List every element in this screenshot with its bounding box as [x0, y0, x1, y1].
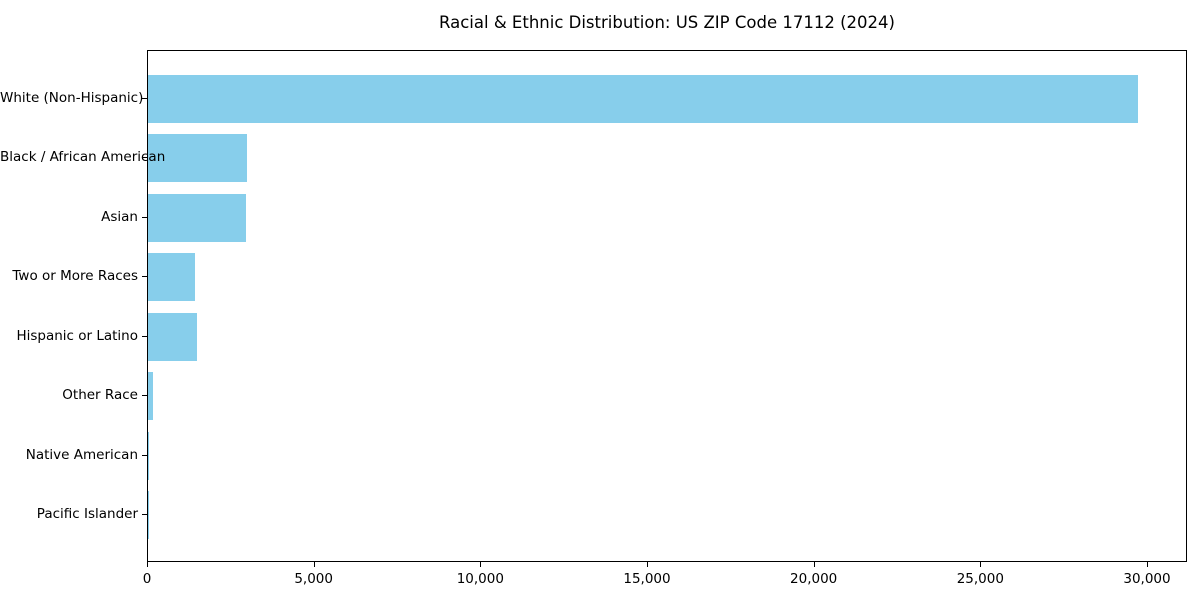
y-tick-mark: [142, 395, 147, 397]
bar-asian: [148, 193, 246, 242]
x-tick-label-5000: 5,000: [294, 571, 333, 587]
bar-hispanic-or-latino: [148, 312, 197, 361]
x-tick-mark: [647, 562, 648, 567]
plot-area: [147, 50, 1187, 562]
chart-title: Racial & Ethnic Distribution: US ZIP Cod…: [439, 13, 895, 32]
bar-white-non-hispanic: [148, 74, 1138, 123]
bar-other-race: [148, 372, 153, 421]
y-tick-label-hispanic-or-latino: Hispanic or Latino: [16, 327, 138, 344]
bar-black-african-american: [148, 134, 247, 183]
y-tick-label-white-non-hispanic: White (Non-Hispanic): [0, 89, 144, 106]
bar-two-or-more-races: [148, 253, 195, 302]
x-tick-label-15000: 15,000: [623, 571, 671, 587]
y-tick-label-pacific-islander: Pacific Islander: [36, 506, 138, 523]
y-tick-label-asian: Asian: [101, 208, 138, 225]
x-tick-mark: [313, 562, 315, 567]
y-tick-label-two-or-more-races: Two or More Races: [12, 268, 138, 285]
y-tick-mark: [142, 97, 147, 99]
x-tick-mark: [980, 562, 982, 567]
x-tick-mark: [147, 562, 148, 567]
x-tick-label-0: 0: [142, 571, 152, 587]
y-tick-mark: [142, 335, 147, 337]
x-tick-label-30000: 30,000: [1123, 571, 1171, 587]
y-tick-mark: [142, 276, 147, 278]
y-tick-mark: [142, 514, 147, 516]
x-tick-mark: [1147, 562, 1148, 567]
x-tick-label-10000: 10,000: [456, 571, 504, 587]
y-tick-label-native-american: Native American: [25, 446, 138, 463]
y-tick-label-other-race: Other Race: [62, 387, 138, 404]
x-tick-label-20000: 20,000: [790, 571, 838, 587]
y-tick-label-black-african-american: Black / African American: [0, 149, 166, 166]
x-tick-mark: [813, 562, 815, 567]
y-tick-mark: [142, 157, 147, 159]
bar-native-american: [148, 431, 149, 480]
y-tick-mark: [142, 216, 147, 218]
x-tick-mark: [480, 562, 482, 567]
x-tick-label-25000: 25,000: [956, 571, 1004, 587]
y-tick-mark: [142, 454, 147, 456]
